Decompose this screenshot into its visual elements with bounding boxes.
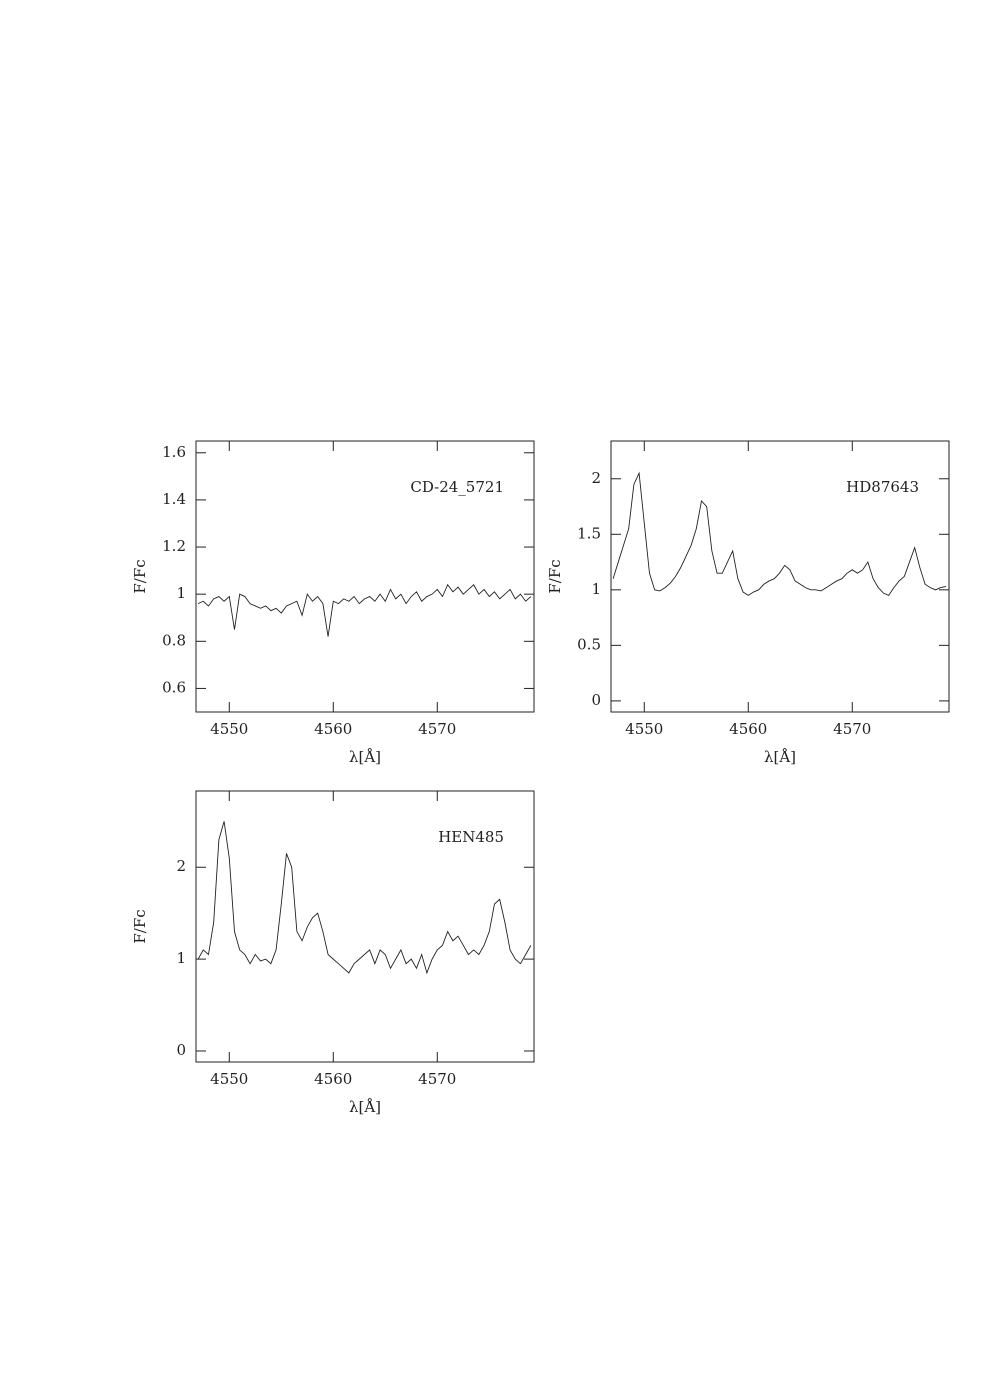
y-tick-label: 2 (176, 857, 186, 875)
panel-label: CD-24_5721 (410, 478, 504, 496)
y-tick-label: 1.4 (162, 490, 186, 508)
plot-frame (610, 440, 950, 713)
y-tick-label: 1 (176, 949, 186, 967)
x-tick-label: 4550 (210, 720, 248, 738)
y-tick-label: 1.5 (577, 524, 601, 542)
y-tick-label: 1.2 (162, 537, 186, 555)
panel-label: HD87643 (846, 478, 919, 496)
x-tick-label: 4550 (625, 720, 663, 738)
spectrum-line (197, 821, 532, 975)
panel: 4550 4560 4570 0 1 2 HEN485 λ[Å] F/Fc (131, 790, 535, 1116)
panel: 4550 4560 4570 0.6 0.8 1 1.2 1.4 1.6 CD-24_5721 λ[… (131, 440, 535, 766)
spectrum-line (197, 583, 532, 637)
plot-area (197, 821, 532, 975)
plot-area (197, 583, 532, 637)
x-axis-label: λ[Å] (349, 1098, 381, 1116)
y-tick-label: 0.6 (162, 678, 186, 696)
x-tick-label: 4560 (314, 1070, 352, 1088)
x-tick-label: 4570 (418, 720, 456, 738)
plot-area (612, 471, 946, 596)
y-tick-label: 0.5 (577, 635, 601, 653)
spectrum-line (612, 471, 946, 596)
x-tick-label: 4550 (210, 1070, 248, 1088)
plot-frame (195, 790, 535, 1063)
y-tick-label: 2 (591, 469, 601, 487)
panel-label: HEN485 (438, 828, 504, 846)
x-axis-label: λ[Å] (764, 748, 796, 766)
y-tick-label: 1.6 (162, 443, 186, 461)
y-tick-label: 0 (591, 691, 601, 709)
panel: 4550 4560 4570 0 0.5 1 1.5 2 HD87643 λ[Å] F/Fc (546, 440, 950, 766)
y-tick-label: 0 (176, 1041, 186, 1059)
y-tick-label: 0.8 (162, 631, 186, 649)
x-tick-label: 4570 (418, 1070, 456, 1088)
plot-frame (195, 440, 535, 713)
x-tick-label: 4560 (314, 720, 352, 738)
y-axis-label: F/Fc (131, 559, 149, 593)
y-tick-label: 1 (176, 584, 186, 602)
x-tick-label: 4560 (729, 720, 767, 738)
y-tick-label: 1 (591, 580, 601, 598)
x-axis-label: λ[Å] (349, 748, 381, 766)
x-tick-label: 4570 (833, 720, 871, 738)
y-axis-label: F/Fc (131, 909, 149, 943)
y-axis-label: F/Fc (546, 559, 564, 593)
